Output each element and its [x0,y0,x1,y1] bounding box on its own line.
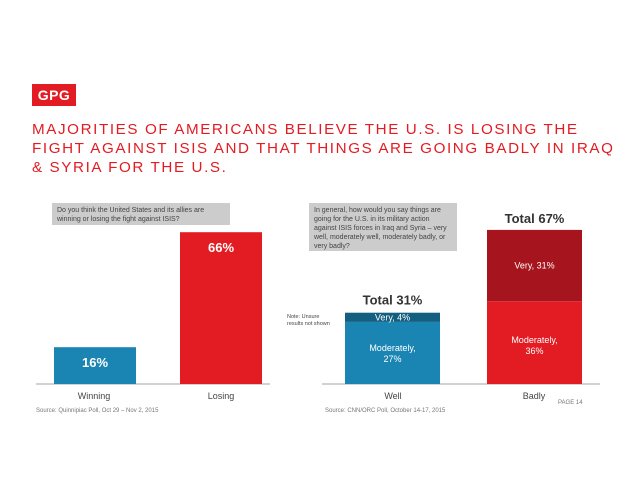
gpg-logo: GPG [32,84,76,106]
x-label-badly: Badly [523,391,546,401]
page-title: MAJORITIES OF AMERICANS BELIEVE THE U.S.… [32,121,615,176]
segment-badly-moderately [487,301,582,384]
source-right: Source: CNN/ORC Poll, October 14-17, 201… [325,408,446,414]
bar-winning-label: 16% [82,355,108,370]
bar-losing-label: 66% [208,240,234,255]
total-well: Total 31% [363,293,423,308]
segment-badly-very [487,229,582,302]
bar-winning [54,347,136,384]
bar-losing [180,232,262,384]
label-badly-moderately: Moderately, [511,335,557,345]
label-badly-very: Very, 31% [514,261,554,271]
segment-well-moderately [345,321,440,384]
label-well-moderately: Moderately, [369,343,415,353]
source-left: Source: Quinnipiac Poll, Oct 29 – Nov 2,… [36,408,159,414]
x-label-well: Well [384,391,401,401]
page-number: PAGE 14 [558,400,583,406]
unsure-note: Note: Unsure results not shown [287,314,330,327]
segment-well-very [345,312,440,322]
x-label-winning: Winning [78,391,111,401]
label-badly-moderately-pct: 36% [525,346,543,356]
question-box-left: Do you think the United States and its a… [52,203,230,225]
x-label-losing: Losing [208,391,235,401]
label-well-very: Very, 4% [375,312,410,322]
label-well-moderately-pct: 27% [383,354,401,364]
question-box-right: In general, how would you say things are… [309,203,457,251]
total-badly: Total 67% [505,211,565,226]
